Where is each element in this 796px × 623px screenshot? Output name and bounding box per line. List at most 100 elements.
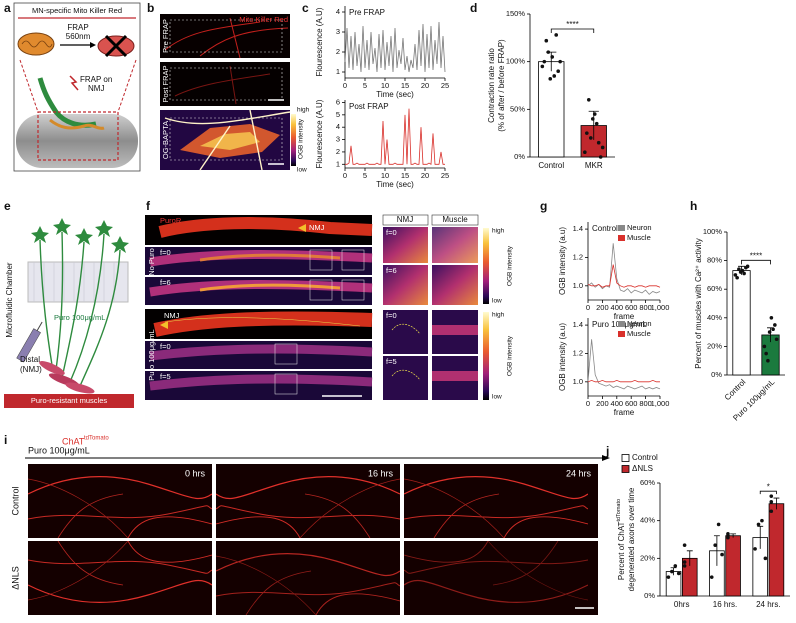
significance-label: **** xyxy=(750,251,762,260)
y-tick-label: 2 xyxy=(336,47,340,56)
error-bar xyxy=(686,550,693,566)
y-tick-label: 4 xyxy=(336,122,340,131)
panel-letter: b xyxy=(147,1,154,15)
legend-swatch xyxy=(621,454,630,462)
panel-letter: i xyxy=(4,433,7,447)
illustration-shape xyxy=(298,224,306,232)
y-tick-label: 4 xyxy=(336,7,340,16)
y-tick-label: 1 xyxy=(336,67,340,76)
illustration-shape xyxy=(216,541,400,615)
row-label: Puro 100μg/mL xyxy=(147,329,156,380)
error-bar xyxy=(757,525,764,549)
legend-label: ΔNLS xyxy=(632,464,653,473)
image-label: Mito Killer Red xyxy=(239,15,288,24)
frame-label: f=0 xyxy=(386,311,397,320)
illustration-shape xyxy=(75,228,93,245)
illustration-shape xyxy=(164,317,361,327)
x-tick-label: Control xyxy=(538,161,564,170)
y-tick-label: 3 xyxy=(336,27,340,36)
data-point xyxy=(763,556,768,561)
legend-swatch xyxy=(618,225,625,231)
x-tick-label: 5 xyxy=(363,81,367,90)
significance-bracket xyxy=(741,259,771,265)
x-tick-label: 600 xyxy=(625,303,638,312)
schematic-label: Puro 100μg/mL xyxy=(54,313,105,322)
x-tick-label: 5 xyxy=(363,171,367,180)
x-axis-label: frame xyxy=(614,408,635,417)
illustration-shape xyxy=(95,220,113,237)
frame-label: f=6 xyxy=(160,278,171,287)
illustration-shape xyxy=(216,464,400,538)
frame-label: f=5 xyxy=(160,372,171,381)
illustration-shape xyxy=(383,310,428,354)
data-point xyxy=(558,59,562,64)
schematic-label: 560nm xyxy=(66,32,91,41)
x-tick-label: 15 xyxy=(401,171,409,180)
panel-e-schematic: Microfluidic Chamber Puro 100μg/mL Dista… xyxy=(4,218,134,408)
x-tick-label: 0 xyxy=(586,399,590,408)
data-point xyxy=(716,522,721,527)
x-tick-label: 0 xyxy=(586,303,590,312)
illustration-shape xyxy=(216,464,400,538)
illustration-shape xyxy=(341,249,365,271)
error-bar xyxy=(588,110,599,140)
data-point xyxy=(745,264,750,269)
time-label: 0 hrs xyxy=(185,468,206,478)
panel-letter: d xyxy=(470,1,477,15)
data-point xyxy=(726,532,730,536)
colorbar-title: OGB intensity xyxy=(507,245,514,286)
colorbar-label: low xyxy=(492,394,502,401)
chart-title: Control xyxy=(592,224,618,233)
x-tick-label: 400 xyxy=(611,399,624,408)
panel-letter: e xyxy=(4,199,11,213)
colorbar-title: OGB intensity xyxy=(507,335,514,376)
x-axis-label: frame xyxy=(614,312,635,321)
image-label: NMJ xyxy=(164,311,180,320)
schematic-label: (NMJ) xyxy=(20,365,42,374)
y-axis-label: Flourescence (A.U) xyxy=(315,7,324,76)
x-tick-label: 25 xyxy=(441,171,449,180)
panel-a-schematic: MN-specific Mito Killer Red FRAP 560nm F… xyxy=(13,2,141,172)
schematic-label: FRAP xyxy=(67,23,88,32)
x-tick-label: 24 hrs. xyxy=(756,600,780,609)
x-tick-label: 0 xyxy=(343,81,347,90)
illustration-shape xyxy=(199,283,341,292)
colorbar-title: OGB intensity xyxy=(298,118,305,159)
significance-label: **** xyxy=(566,20,578,29)
illustration-shape xyxy=(17,32,55,56)
illustration-shape xyxy=(149,374,373,391)
x-tick-label: 25 xyxy=(441,81,449,90)
panel-i-images: ChAT tdTomato Puro 100μg/mL 0 hrs 16 hrs… xyxy=(10,436,610,615)
legend-label: Muscle xyxy=(627,233,651,242)
data-point xyxy=(544,38,549,43)
y-tick-label: 1.2 xyxy=(573,348,583,357)
x-tick-label: 1,000 xyxy=(651,399,670,408)
image-label: PuroR xyxy=(160,216,182,225)
data-point xyxy=(774,337,779,342)
error-bar xyxy=(713,535,720,566)
data-point xyxy=(771,327,775,332)
x-tick-label: 16 hrs. xyxy=(713,600,737,609)
y-tick-label: 150% xyxy=(506,9,526,18)
x-tick-label: 20 xyxy=(421,81,429,90)
data-point xyxy=(583,150,587,155)
data-point xyxy=(592,112,597,116)
data-point xyxy=(548,77,553,81)
frame-label: f=0 xyxy=(160,342,171,351)
x-tick-label: 1,000 xyxy=(651,303,670,312)
illustration-shape xyxy=(404,464,598,538)
x-tick-label: Control xyxy=(723,377,748,402)
illustration-shape xyxy=(274,343,298,365)
illustration-shape xyxy=(111,236,129,253)
illustration-shape xyxy=(37,111,119,161)
y-axis-label: (% of after / before FRAP) xyxy=(497,39,506,132)
illustration-shape xyxy=(431,214,479,226)
data-point xyxy=(600,145,605,150)
schematic-label: Distal xyxy=(20,355,40,364)
illustration-shape xyxy=(382,214,429,226)
illustration-shape xyxy=(28,541,212,615)
schematic-title: MN-specific Mito Killer Red xyxy=(32,6,122,15)
data-point xyxy=(542,59,547,64)
illustration-shape xyxy=(149,344,373,361)
data-point xyxy=(709,575,714,579)
